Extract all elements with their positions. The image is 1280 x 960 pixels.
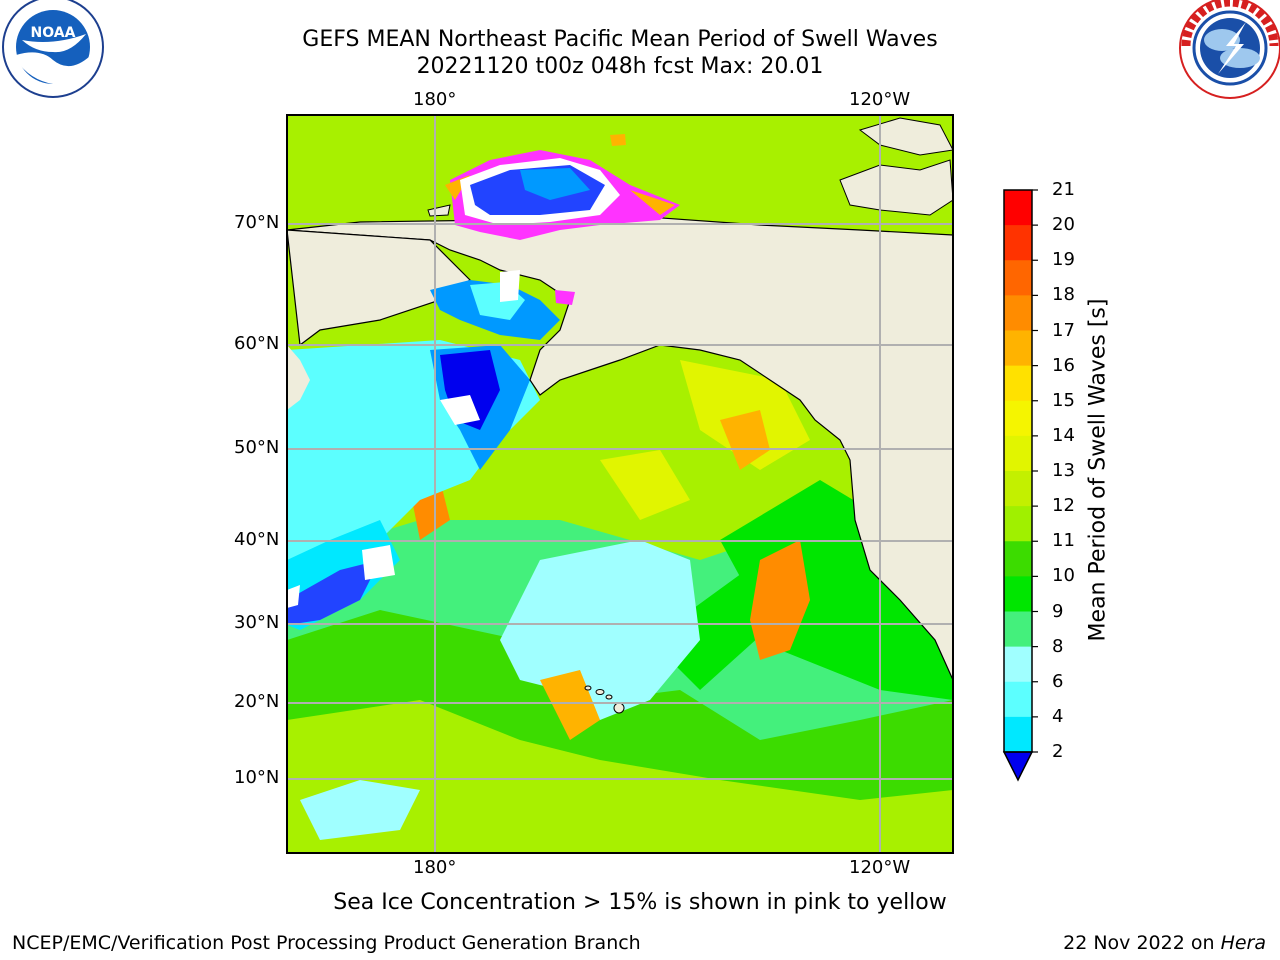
colorbar-tick-label: 17 — [1052, 319, 1075, 341]
colorbar-segment — [1004, 646, 1032, 683]
lat-label-50n: 50°N — [234, 437, 280, 458]
footer-host: Hera — [1220, 932, 1266, 954]
colorbar-tick-label: 20 — [1052, 214, 1075, 236]
lat-label-30n: 30°N — [234, 612, 280, 633]
colorbar-segment — [1004, 541, 1032, 577]
lon-label-bottom-180: 180° — [413, 857, 457, 878]
colorbar-tick-label: 9 — [1052, 600, 1064, 622]
colorbar-tick-label: 2 — [1052, 741, 1064, 762]
colorbar-tick-label: 6 — [1052, 670, 1064, 692]
colorbar-tick-label: 21 — [1052, 179, 1075, 200]
colorbar-tick-label: 13 — [1052, 460, 1075, 481]
colorbar-segment — [1004, 400, 1032, 437]
colorbar-segment — [1004, 471, 1032, 507]
hawaii-islands — [584, 685, 625, 714]
colorbar-segment — [1004, 330, 1032, 367]
colorbar-segment — [1004, 365, 1032, 402]
colorbar-tick-label: 18 — [1052, 284, 1075, 306]
lat-label-60n: 60°N — [234, 333, 280, 354]
sea-ice-note: Sea Ice Concentration > 15% is shown in … — [333, 890, 947, 915]
colorbar-segment — [1004, 225, 1032, 261]
colorbar-segment — [1004, 611, 1032, 648]
footer-date-text: 22 Nov 2022 on — [1063, 932, 1215, 954]
colorbar-segment — [1004, 716, 1032, 753]
noaa-logo-icon: NOAA — [2, 0, 104, 98]
colorbar-tick-label: 4 — [1052, 705, 1064, 727]
page-title: GEFS MEAN Northeast Pacific Mean Period … — [302, 27, 938, 52]
lat-label-40n: 40°N — [234, 529, 280, 550]
colorbar-segment — [1004, 681, 1032, 718]
lat-label-70n: 70°N — [234, 212, 280, 233]
lon-label-top-120w: 120°W — [849, 89, 911, 110]
lat-label-10n: 10°N — [234, 767, 280, 788]
footer-credit: NCEP/EMC/Verification Post Processing Pr… — [12, 932, 641, 954]
colorbar-segment — [1004, 576, 1032, 612]
colorbar-tick-label: 14 — [1052, 424, 1075, 446]
colorbar-tick-label: 16 — [1052, 354, 1075, 376]
map-area — [287, 115, 953, 853]
colorbar-tick-label: 19 — [1052, 249, 1075, 271]
lon-label-top-180: 180° — [413, 89, 457, 110]
map-gridlines — [287, 115, 953, 853]
footer-date: 22 Nov 2022 on Hera — [1063, 932, 1266, 954]
lat-label-20n: 20°N — [234, 691, 280, 712]
nws-logo-icon — [1179, 0, 1280, 99]
colorbar-tick-label: 8 — [1052, 635, 1064, 657]
map-frame — [286, 114, 954, 854]
colorbar-extend-arrow — [1002, 751, 1034, 782]
colorbar-tick-label: 10 — [1052, 565, 1075, 587]
colorbar-segment — [1004, 435, 1032, 472]
page-subtitle: 20221120 t00z 048h fcst Max: 20.01 — [416, 54, 824, 79]
noaa-logo-text: NOAA — [31, 25, 76, 41]
colorbar-segment — [1004, 260, 1032, 296]
lon-label-bottom-120w: 120°W — [849, 857, 911, 878]
colorbar-tick-label: 11 — [1052, 530, 1075, 552]
colorbar-segment — [1004, 190, 1032, 226]
colorbar-title: Mean Period of Swell Waves [s] — [1085, 298, 1111, 642]
colorbar-tick-label: 15 — [1052, 389, 1075, 411]
colorbar-segment — [1004, 506, 1032, 542]
colorbar-tick-label: 12 — [1052, 495, 1075, 517]
colorbar — [1002, 189, 1038, 782]
colorbar-segment — [1004, 295, 1032, 331]
